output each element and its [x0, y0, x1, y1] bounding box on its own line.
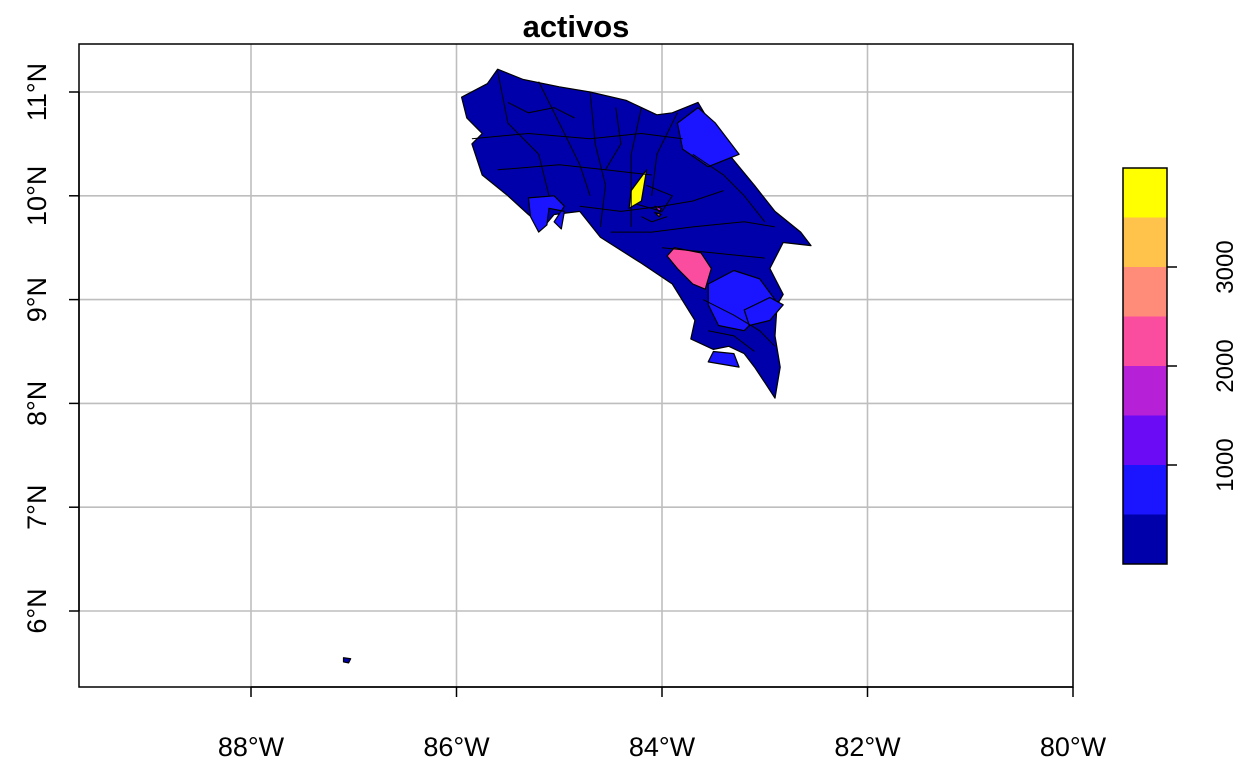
region-central-small-2: [654, 211, 662, 218]
region-sarapiqui-strip: [628, 169, 648, 209]
region-perez-zeledon: [666, 247, 712, 290]
legend-tick-label-2: 3000: [1212, 240, 1239, 293]
district-border-15: [702, 299, 776, 347]
district-border-12: [641, 216, 668, 223]
legend-bin-1: [1123, 465, 1167, 515]
district-border-10: [692, 153, 766, 223]
region-limon-north: [676, 106, 740, 168]
district-border-9: [661, 247, 765, 259]
x-tick-label-3: 82°W: [834, 732, 901, 762]
region-buenos-aires: [743, 296, 784, 327]
x-tick-label-1: 86°W: [423, 732, 490, 762]
district-border-3: [630, 107, 642, 227]
map-title: activos: [523, 9, 630, 44]
legend-bin-3: [1123, 366, 1167, 416]
y-tick-label-0: 6°N: [22, 588, 52, 633]
district-border-0: [497, 71, 550, 196]
district-border-13: [507, 101, 575, 119]
legend-bin-2: [1123, 415, 1167, 465]
legend-bin-5: [1123, 267, 1167, 317]
district-border-2: [589, 91, 607, 227]
region-osa-south: [707, 350, 740, 368]
district-border-6: [497, 164, 652, 176]
y-tick-label-2: 8°N: [22, 381, 52, 426]
district-border-4: [651, 112, 678, 196]
district-border-8: [610, 221, 776, 233]
legend-bin-7: [1123, 168, 1167, 218]
district-border-14: [605, 107, 622, 171]
x-tick-label-0: 88°W: [218, 732, 285, 762]
district-border-16: [708, 330, 755, 352]
map-regions: [342, 68, 812, 664]
x-axis: 88°W 86°W 84°W 82°W 80°W: [218, 686, 1107, 762]
region-mainland-base: [461, 68, 812, 399]
region-borders: [471, 71, 776, 352]
color-legend: 1000 2000 3000: [1122, 167, 1239, 565]
district-border-5: [471, 132, 683, 140]
legend-bin-6: [1123, 217, 1167, 267]
region-nicoya-peninsula: [527, 195, 566, 233]
y-tick-label-4: 10°N: [22, 166, 52, 226]
district-border-7: [579, 190, 724, 212]
x-tick-label-4: 80°W: [1040, 732, 1107, 762]
legend-tick-label-1: 2000: [1212, 339, 1239, 392]
district-border-11: [636, 184, 674, 212]
legend-bin-4: [1123, 316, 1167, 366]
district-border-1: [538, 81, 591, 196]
legend-tick-label-0: 1000: [1212, 438, 1239, 491]
y-tick-label-3: 9°N: [22, 277, 52, 322]
legend-bin-0: [1123, 514, 1167, 564]
region-cocos-island: [342, 657, 352, 664]
y-axis: 6°N 7°N 8°N 9°N 10°N 11°N: [22, 63, 80, 634]
y-tick-label-5: 11°N: [22, 63, 52, 121]
x-tick-label-2: 84°W: [629, 732, 696, 762]
y-tick-label-1: 7°N: [22, 485, 52, 530]
